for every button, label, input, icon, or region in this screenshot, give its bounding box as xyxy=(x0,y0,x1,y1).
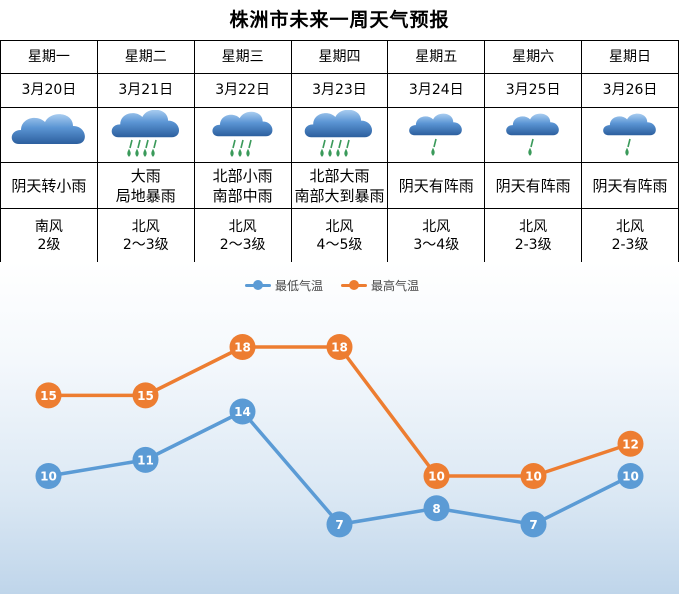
data-point-high xyxy=(132,382,159,409)
data-point-high xyxy=(326,334,353,360)
data-label-high: 10 xyxy=(428,470,445,484)
data-point-low xyxy=(35,463,62,489)
data-point-high xyxy=(35,382,62,409)
shower-icon xyxy=(485,110,581,160)
data-point-low xyxy=(326,511,353,538)
weekday-cell: 星期四 xyxy=(290,40,389,74)
date-cell: 3月22日 xyxy=(193,73,292,108)
weather-icon-row xyxy=(0,107,679,163)
date-cell: 3月24日 xyxy=(387,73,486,108)
cloudy-icon xyxy=(1,110,97,160)
chart-legend: 最低气温 最高气温 xyxy=(245,275,419,295)
data-point-high xyxy=(617,430,644,457)
data-point-low xyxy=(617,463,644,489)
wind-cell: 南风 2级 xyxy=(0,208,98,263)
legend-label-low: 最低气温 xyxy=(275,278,324,293)
legend-label-high: 最高气温 xyxy=(371,278,420,293)
weather-icon-cell xyxy=(581,107,679,163)
data-point-low xyxy=(423,495,450,522)
legend-swatch-low xyxy=(245,279,271,291)
weather-desc-cell: 阴天有阵雨 xyxy=(387,162,486,209)
data-point-low xyxy=(132,446,159,473)
data-label-high: 15 xyxy=(40,389,57,403)
date-cell: 3月26日 xyxy=(581,73,679,108)
weekday-row: 星期一 星期二 星期三 星期四 星期五 星期六 星期日 xyxy=(0,40,679,74)
heavy-rain-icon xyxy=(292,110,388,160)
weekday-cell: 星期五 xyxy=(387,40,486,74)
weather-desc-row: 阴天转小雨 大雨 局地暴雨 北部小雨 南部中雨 北部大雨 南部大到暴雨 阴天有阵雨 阴… xyxy=(0,162,679,209)
weather-icon-cell xyxy=(484,107,583,163)
weather-desc-cell: 阴天转小雨 xyxy=(0,162,98,209)
data-label-low: 14 xyxy=(234,405,251,419)
legend-item-low: 最低气温 xyxy=(245,277,323,294)
weekday-cell: 星期三 xyxy=(193,40,292,74)
wind-cell: 北风 4～5级 xyxy=(290,208,389,263)
weather-desc-cell: 北部小雨 南部中雨 xyxy=(193,162,292,209)
wind-cell: 北风 2-3级 xyxy=(484,208,583,263)
chart-background xyxy=(0,262,679,594)
data-label-low: 10 xyxy=(40,470,57,484)
moderate-rain-icon xyxy=(195,110,291,160)
data-label-high: 15 xyxy=(137,389,154,403)
data-label-high: 18 xyxy=(234,341,251,355)
shower-icon xyxy=(388,110,484,160)
weekday-cell: 星期日 xyxy=(581,40,679,74)
data-label-low: 11 xyxy=(137,453,154,467)
weekday-cell: 星期二 xyxy=(96,40,195,74)
weekday-cell: 星期一 xyxy=(0,40,98,74)
date-cell: 3月20日 xyxy=(0,73,98,108)
weather-icon-cell xyxy=(387,107,486,163)
data-point-high xyxy=(520,463,547,489)
page-title: 株洲市未来一周天气预报 xyxy=(229,9,450,31)
forecast-table: 星期一 星期二 星期三 星期四 星期五 星期六 星期日 3月20日 3月21日 … xyxy=(0,40,679,263)
data-point-high xyxy=(423,463,450,489)
weather-desc-cell: 北部大雨 南部大到暴雨 xyxy=(290,162,389,209)
weather-icon-cell xyxy=(290,107,389,163)
legend-swatch-high xyxy=(341,279,368,291)
shower-icon xyxy=(582,110,678,160)
data-label-low: 7 xyxy=(335,518,343,532)
data-label-low: 10 xyxy=(622,470,639,484)
data-point-low xyxy=(520,511,547,538)
legend-item-high: 最高气温 xyxy=(341,277,419,294)
weather-icon-cell xyxy=(193,107,292,163)
data-label-high: 12 xyxy=(622,437,639,451)
date-cell: 3月23日 xyxy=(290,73,389,108)
data-label-high: 18 xyxy=(331,341,348,355)
heavy-rain-icon xyxy=(98,110,194,160)
data-point-high xyxy=(229,334,256,360)
weather-icon-cell xyxy=(96,107,195,163)
weather-desc-cell: 阴天有阵雨 xyxy=(581,162,679,209)
data-label-high: 10 xyxy=(525,470,542,484)
data-point-low xyxy=(229,398,256,425)
weather-icon-cell xyxy=(0,107,98,163)
data-label-low: 8 xyxy=(432,502,440,516)
data-label-low: 7 xyxy=(529,518,537,532)
wind-cell: 北风 3～4级 xyxy=(387,208,486,263)
